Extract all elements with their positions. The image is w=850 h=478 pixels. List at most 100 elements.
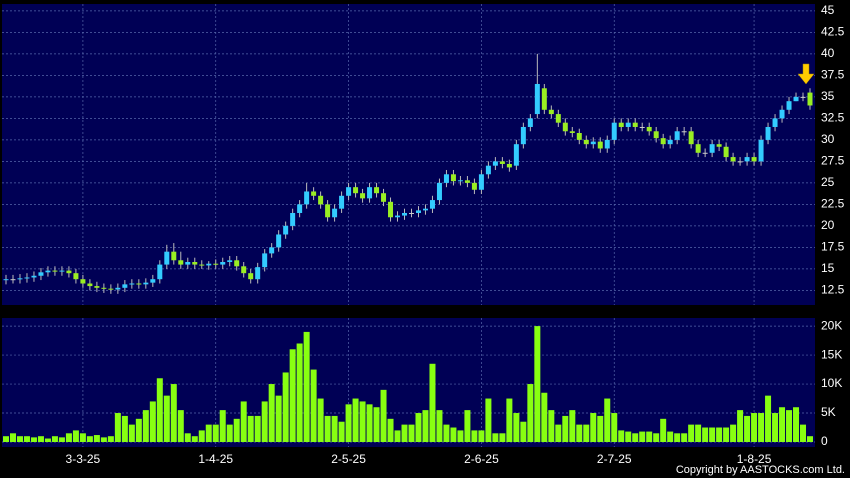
- candle-body: [248, 273, 254, 280]
- volume-bar: [772, 413, 779, 442]
- volume-bar: [674, 433, 681, 442]
- candle-body: [646, 126, 652, 132]
- candle-body: [639, 126, 645, 128]
- candle-body: [583, 139, 589, 145]
- volume-bar: [310, 369, 317, 442]
- volume-bar: [751, 413, 758, 442]
- y-tick-label: 25: [821, 175, 835, 189]
- volume-bar: [212, 424, 219, 442]
- volume-bar: [65, 433, 72, 442]
- volume-bar: [296, 343, 303, 442]
- volume-bar: [359, 401, 366, 442]
- volume-bar: [667, 431, 674, 442]
- candle-body: [485, 165, 491, 175]
- volume-bar: [422, 410, 429, 442]
- candle-body: [793, 96, 799, 102]
- candle-body: [171, 251, 177, 261]
- volume-bar: [247, 415, 254, 442]
- candle-body: [241, 266, 247, 274]
- candle-body: [436, 182, 442, 201]
- volume-bar: [86, 436, 93, 442]
- volume-bar: [100, 437, 107, 442]
- candle-body: [450, 174, 456, 182]
- candle-body: [24, 277, 30, 279]
- x-tick-label: 2-7-25: [597, 452, 632, 466]
- volume-bar: [205, 424, 212, 442]
- candle-body: [751, 157, 757, 162]
- candle-body: [702, 152, 708, 154]
- volume-bar: [282, 372, 289, 442]
- candle-body: [632, 122, 638, 127]
- volume-bar: [366, 404, 373, 442]
- candle-body: [569, 131, 575, 133]
- y-tick-label: 5K: [821, 405, 836, 419]
- y-tick-label: 20K: [821, 318, 842, 332]
- candle-body: [115, 287, 121, 290]
- candle-body: [101, 287, 107, 289]
- candle-body: [164, 251, 170, 265]
- candle-body: [611, 122, 617, 140]
- volume-bar: [198, 430, 205, 442]
- volume-bar: [520, 421, 527, 442]
- candle-body: [17, 278, 23, 280]
- candle-body: [730, 157, 736, 162]
- y-tick-label: 10K: [821, 376, 842, 390]
- volume-bar: [527, 384, 534, 442]
- volume-bar: [289, 349, 296, 442]
- volume-bar: [142, 410, 149, 442]
- candle-body: [374, 187, 380, 194]
- volume-bar: [30, 437, 37, 442]
- candle-body: [492, 161, 498, 166]
- volume-bar: [597, 415, 604, 442]
- volume-bar: [464, 410, 471, 442]
- candle-body: [227, 260, 233, 262]
- candle-body: [590, 141, 596, 145]
- volume-bar: [9, 433, 16, 442]
- candle-body: [332, 208, 338, 218]
- candle-body: [136, 283, 142, 285]
- candle-body: [555, 114, 561, 123]
- candle-body: [464, 180, 470, 183]
- candle-body: [290, 212, 296, 226]
- volume-bar: [44, 438, 51, 442]
- candle-body: [381, 193, 387, 202]
- volume-bar: [128, 424, 135, 442]
- volume-bar: [513, 413, 520, 442]
- candle-body: [576, 133, 582, 140]
- y-tick-label: 17.5: [821, 240, 845, 254]
- y-tick-label: 27.5: [821, 154, 845, 168]
- candle-body: [80, 279, 86, 284]
- volume-bar: [345, 404, 352, 442]
- volume-bar: [555, 424, 562, 442]
- candle-body: [716, 144, 722, 147]
- candle-body: [395, 215, 401, 218]
- volume-bar: [429, 363, 436, 442]
- volume-bar: [534, 326, 541, 442]
- volume-bar: [492, 433, 499, 442]
- candle-body: [45, 270, 51, 273]
- candle-body: [499, 161, 505, 164]
- volume-bar: [646, 431, 653, 442]
- volume-bar: [807, 436, 813, 442]
- volume-bar: [16, 436, 23, 442]
- volume-bar: [170, 384, 177, 442]
- volume-bar: [72, 430, 79, 442]
- candle-body: [255, 267, 261, 280]
- volume-bar: [352, 398, 359, 442]
- volume-bar: [702, 427, 709, 442]
- candle-body: [59, 270, 65, 272]
- candle-body: [108, 288, 114, 290]
- volume-bar: [765, 395, 772, 442]
- volume-bar: [800, 424, 807, 442]
- volume-bar: [681, 433, 688, 442]
- volume-bar: [331, 415, 338, 442]
- candle-body: [213, 263, 219, 265]
- candle-body: [388, 201, 394, 218]
- y-tick-label: 37.5: [821, 68, 845, 82]
- copyright: Copyright by AASTOCKS.com Ltd.: [676, 464, 845, 476]
- volume-bar: [583, 424, 590, 442]
- volume-bar: [37, 436, 44, 442]
- candle-body: [297, 204, 303, 213]
- candle-body: [220, 262, 226, 265]
- volume-bar: [604, 398, 611, 442]
